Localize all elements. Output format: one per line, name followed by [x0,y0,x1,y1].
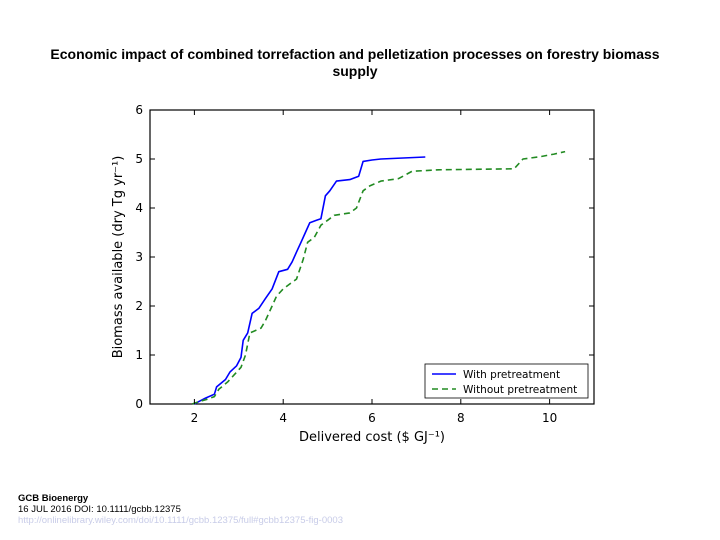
y-tick-label: 6 [135,103,143,117]
x-tick-label: 4 [279,411,287,425]
x-axis-label: Delivered cost ($ GJ⁻¹) [299,430,445,445]
footer: GCB Bioenergy 16 JUL 2016 DOI: 10.1111/g… [18,493,343,526]
series-line-without-pretreatment [191,150,566,405]
y-tick-label: 1 [135,348,143,362]
y-tick-label: 0 [135,397,143,411]
slide-title: Economic impact of combined torrefaction… [50,46,660,79]
y-tick-label: 4 [135,201,143,215]
series-line-with-pretreatment [194,156,426,405]
y-tick-label: 2 [135,299,143,313]
plot-area [149,109,595,405]
y-axis-label: Biomass available (dry Tg yr⁻¹) [111,156,126,359]
x-tick-label: 2 [191,411,199,425]
x-tick-label: 10 [542,411,557,425]
citation: 16 JUL 2016 DOI: 10.1111/gcbb.12375 [18,504,181,515]
x-tick-label: 8 [457,411,465,425]
legend-entry-without: Without pretreatment [463,384,577,396]
x-tick-label: 6 [368,411,376,425]
legend: With pretreatment Without pretreatment [424,363,589,399]
journal-name: GCB Bioenergy [18,493,89,504]
y-tick-label: 3 [135,250,143,264]
ticks-layer: 2 4 6 8 10 0 1 2 3 4 5 6 [135,103,594,425]
legend-box [424,363,589,399]
series-layer [191,150,566,405]
y-tick-label: 5 [135,152,143,166]
source-link[interactable]: http://onlinelibrary.wiley.com/doi/10.11… [18,515,343,526]
legend-entry-with: With pretreatment [463,369,560,381]
